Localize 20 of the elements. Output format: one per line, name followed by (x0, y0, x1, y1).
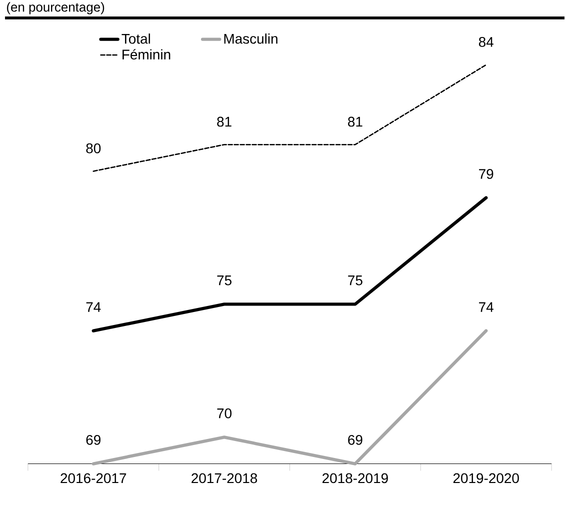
data-label: 69 (348, 435, 362, 446)
legend-label: Total (122, 34, 150, 44)
data-label: 79 (479, 169, 494, 180)
data-label: 81 (348, 116, 362, 127)
x-tick-label: 2016-2017 (60, 473, 126, 484)
x-tick-label: 2019-2020 (453, 473, 519, 484)
data-label: 75 (217, 276, 232, 286)
x-tick-label: 2017-2018 (192, 473, 258, 484)
legend-label: Masculin (224, 34, 278, 44)
data-label: 81 (217, 116, 232, 127)
data-label: 80 (86, 144, 101, 154)
data-label: 70 (217, 408, 232, 418)
data-label: 69 (86, 435, 100, 446)
data-label: 84 (478, 37, 494, 48)
data-label: 74 (86, 302, 101, 312)
x-tick-label: 2018-2019 (322, 473, 388, 484)
data-label: 74 (479, 302, 494, 312)
chart-title: (en pourcentage) (6, 2, 104, 14)
legend-label: Féminin (122, 49, 170, 60)
data-label: 75 (348, 276, 362, 286)
